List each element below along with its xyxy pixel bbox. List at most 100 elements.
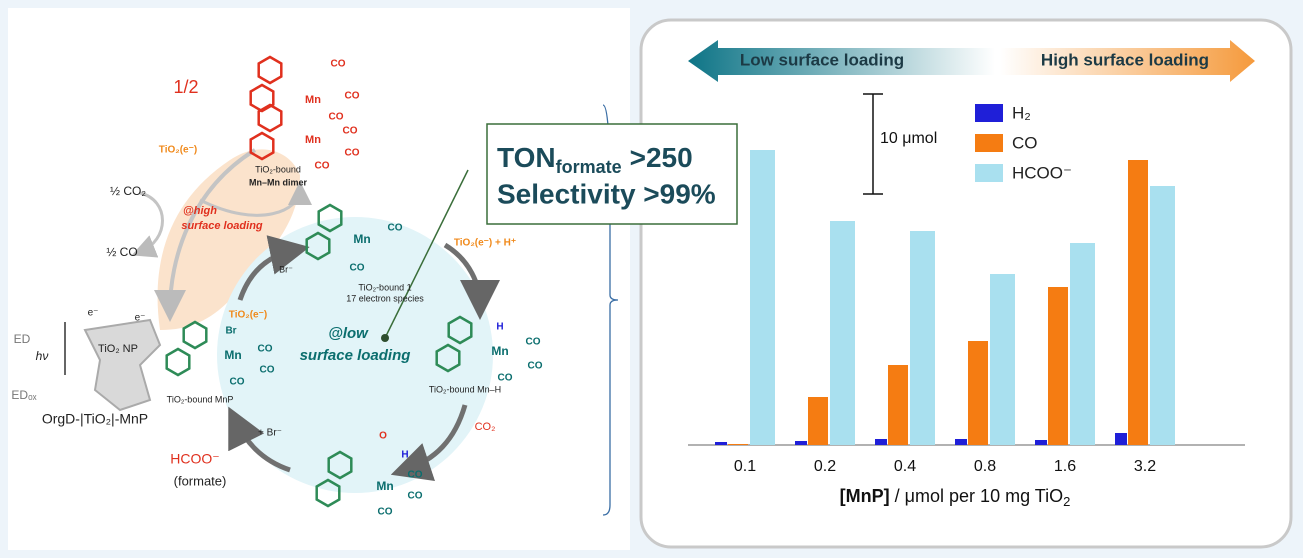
scheme-label: Mn–Mn dimer <box>249 177 308 187</box>
bar <box>1115 433 1127 445</box>
x-tick-label: 0.4 <box>894 458 916 475</box>
pyridine-ring <box>327 450 353 480</box>
low-arrow <box>688 40 995 82</box>
bar <box>968 341 988 445</box>
low-loading-region <box>217 217 493 493</box>
pyridine-ring <box>257 55 283 85</box>
scheme-label: CO <box>526 337 541 348</box>
scheme-label: CO <box>260 365 275 376</box>
arrow <box>199 181 312 217</box>
pyridine-ring <box>182 320 208 350</box>
bar <box>910 231 935 445</box>
legend-label: CO <box>1012 133 1038 152</box>
scheme-label: OrgD-|TiO₂|-MnP <box>42 411 148 427</box>
scheme-label: Mn <box>353 232 370 246</box>
bar <box>990 274 1015 445</box>
pyridine-ring <box>447 315 473 345</box>
scheme-label: CO <box>331 59 346 70</box>
arrow <box>154 148 257 322</box>
x-axis-label: [MnP] / μmol per 10 mg TiO2 <box>840 486 1071 510</box>
high-label: High surface loading <box>1041 50 1209 69</box>
bar <box>830 221 855 445</box>
scheme-label: CO <box>345 148 360 159</box>
bar <box>1070 243 1095 445</box>
pyridine-ring <box>435 343 461 373</box>
scheme-label: ED <box>14 332 31 346</box>
ton-sub: formate <box>556 157 622 177</box>
pyridine-ring <box>165 347 191 377</box>
legend-swatch <box>975 134 1003 152</box>
scheme-label: @low <box>328 325 369 342</box>
bar <box>888 365 908 445</box>
arrow <box>443 242 500 320</box>
bar <box>875 439 887 445</box>
scheme-label: TiO₂(e⁻) <box>229 310 267 321</box>
bar <box>1048 287 1068 445</box>
scheme-label: surface loading <box>300 347 411 364</box>
x-tick-label: 0.8 <box>974 458 996 475</box>
scheme-label: CO <box>408 470 423 481</box>
scheme-label: ½ CO₂ <box>110 184 146 198</box>
arrow <box>390 404 468 482</box>
bar <box>955 439 967 445</box>
bar <box>715 442 727 445</box>
scheme-label: CO <box>378 507 393 518</box>
high-arrow <box>1000 40 1255 82</box>
ton-text: TONformate >250 <box>497 142 693 176</box>
pointer-dot <box>381 334 389 342</box>
legend-swatch <box>975 104 1003 122</box>
x-tick-label: 3.2 <box>1134 458 1156 475</box>
scheme-label: HCOO⁻ <box>170 451 219 467</box>
x-label-text: / μmol per 10 mg TiO <box>890 486 1063 506</box>
scheme-label: H <box>496 322 503 333</box>
pyridine-ring <box>305 231 331 261</box>
pyridine-ring <box>249 131 275 161</box>
legend-label: H₂ <box>1012 103 1031 122</box>
scheme-label: CO <box>388 223 403 234</box>
arrow <box>131 191 164 258</box>
tio2-particle <box>83 318 162 412</box>
ton-label: TON <box>497 142 556 173</box>
x-tick-label: 0.2 <box>814 458 836 475</box>
scheme-label: CO <box>343 126 358 137</box>
ton-box <box>486 123 738 225</box>
selectivity: Selectivity >99% <box>497 178 716 209</box>
scheme-label: Mn <box>305 94 321 106</box>
scheme-label: CO <box>408 491 423 502</box>
bar <box>750 150 775 445</box>
scheme-label: CO <box>315 161 330 172</box>
bar <box>1035 440 1047 445</box>
scheme-label: EDₒₓ <box>11 388 36 402</box>
pyridine-ring <box>315 478 341 508</box>
scheme-label: ½ CO <box>106 245 137 259</box>
scheme-label: H <box>401 450 408 461</box>
pyridine-ring <box>317 203 343 233</box>
scheme-label: CO <box>329 112 344 123</box>
scheme-label: Mn <box>376 479 393 493</box>
high-loading-region <box>157 149 300 330</box>
bar <box>795 441 807 445</box>
pyridine-ring <box>257 103 283 133</box>
scheme-label: Mn <box>224 348 241 362</box>
x-tick-label: 1.6 <box>1054 458 1076 475</box>
arrow <box>237 235 310 301</box>
scale-label: 10 μmol <box>880 130 937 147</box>
scheme-label: + Br⁻ <box>258 428 282 439</box>
scheme-label: CO <box>350 263 365 274</box>
scheme-label: TiO₂-bound 1 <box>358 282 411 292</box>
x-label-bold: [MnP] <box>840 486 890 506</box>
scheme-label: TiO₂(e⁻) + H⁺ <box>454 238 516 249</box>
scheme-label: hν <box>36 349 49 363</box>
arrow <box>228 406 291 473</box>
scheme-label: e⁻ <box>135 313 146 324</box>
legend-swatch <box>975 164 1003 182</box>
scheme-label: TiO₂-bound MnP <box>167 394 234 404</box>
scheme-label: 17 electron species <box>346 293 424 303</box>
scheme-label: CO <box>258 344 273 355</box>
x-tick-label: 0.1 <box>734 458 756 475</box>
scheme-label: CO <box>230 377 245 388</box>
scheme-label: e⁻ <box>88 308 99 319</box>
scheme-label: Br⁻ <box>279 264 293 274</box>
bar <box>728 444 748 445</box>
